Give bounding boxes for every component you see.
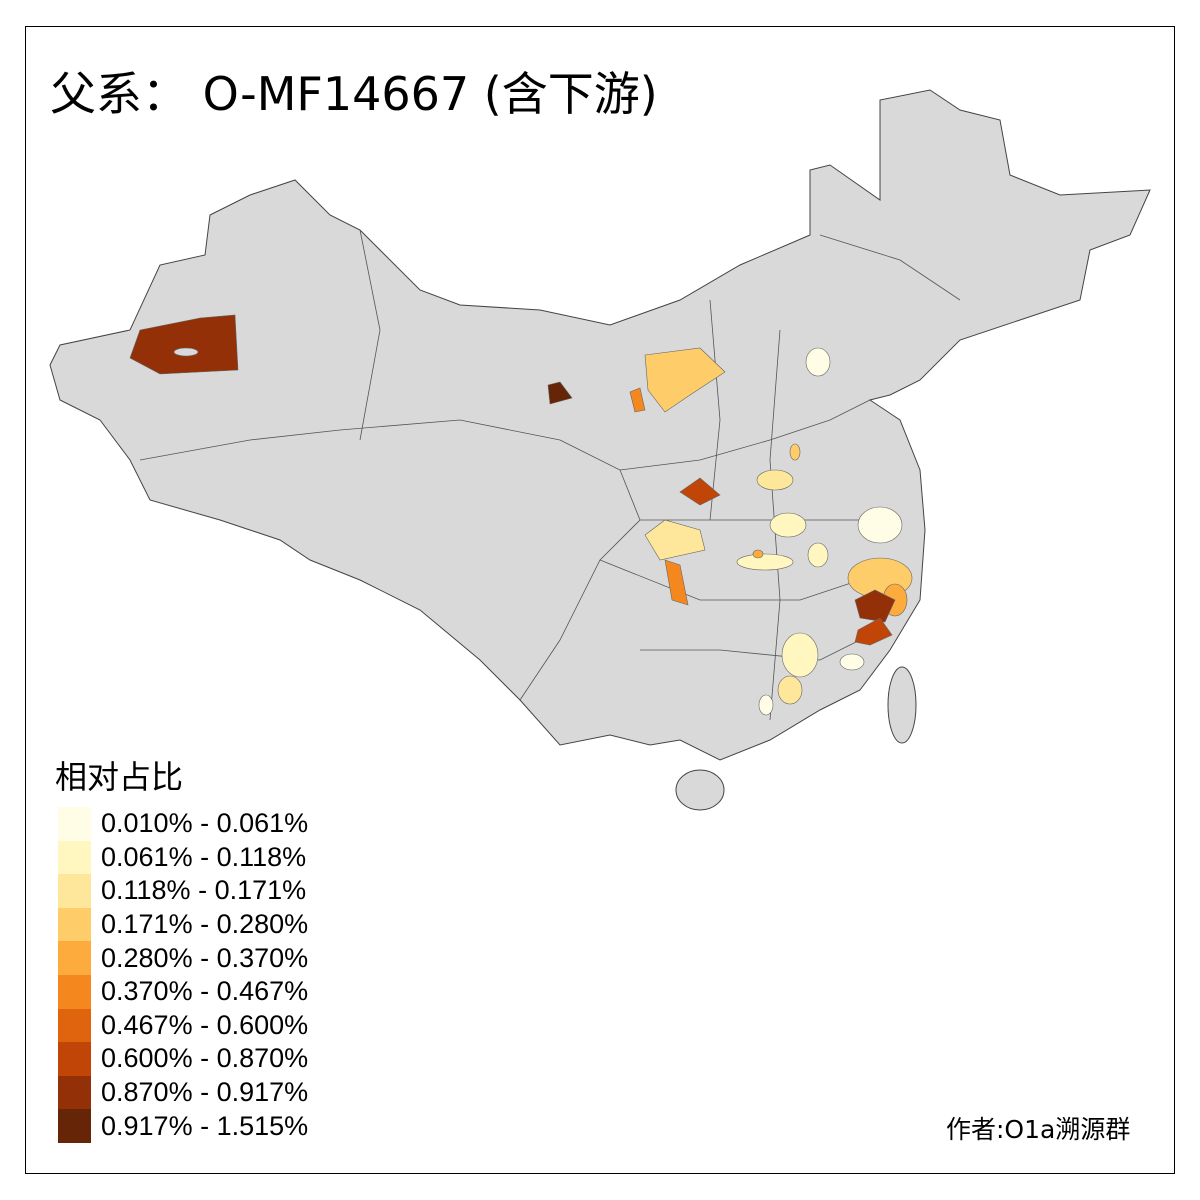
legend-item: 0.600% - 0.870% bbox=[58, 1042, 308, 1076]
legend-swatch bbox=[58, 974, 91, 1009]
legend-swatch bbox=[58, 874, 91, 908]
region-e bbox=[679, 477, 721, 506]
region-q bbox=[781, 632, 819, 678]
region-d bbox=[805, 347, 831, 377]
region-g bbox=[769, 512, 807, 538]
region-f2 bbox=[789, 443, 801, 461]
legend-item: 0.370% - 0.467% bbox=[58, 974, 309, 1009]
region-j2 bbox=[752, 549, 764, 559]
region-b bbox=[644, 347, 726, 413]
legend: 0.010% - 0.061% 0.061% - 0.118% 0.118% - 0… bbox=[58, 807, 308, 1143]
legend-item: 0.280% - 0.370% bbox=[58, 941, 308, 975]
region-l bbox=[857, 506, 903, 544]
legend-item: 0.467% - 0.600% bbox=[58, 1008, 309, 1043]
legend-item: 0.010% - 0.061% bbox=[58, 807, 308, 841]
region-k bbox=[807, 542, 829, 568]
legend-item: 0.870% - 0.917% bbox=[58, 1075, 309, 1110]
legend-swatch bbox=[58, 941, 91, 975]
legend-item: 0.917% - 1.515% bbox=[58, 1109, 308, 1143]
legend-label: 0.171% - 0.280% bbox=[101, 909, 309, 940]
legend-swatch bbox=[58, 1109, 91, 1143]
region-r bbox=[777, 675, 803, 705]
region-c bbox=[629, 387, 646, 413]
region-o bbox=[854, 589, 896, 623]
legend-label: 0.010% - 0.061% bbox=[101, 808, 309, 839]
legend-label: 0.870% - 0.917% bbox=[101, 1077, 309, 1108]
province-borders bbox=[139, 229, 961, 721]
region-f bbox=[756, 469, 794, 491]
legend-label: 0.370% - 0.467% bbox=[101, 976, 309, 1007]
map-frame bbox=[25, 26, 1175, 1174]
region-h bbox=[644, 519, 706, 561]
legend-swatch bbox=[58, 807, 91, 841]
legend-label: 0.600% - 0.870% bbox=[101, 1043, 309, 1074]
region-p bbox=[854, 617, 893, 646]
hainan-island bbox=[675, 769, 725, 811]
legend-label: 0.280% - 0.370% bbox=[101, 942, 309, 973]
region-i bbox=[664, 559, 689, 606]
author-credit: 作者:O1a溯源群 bbox=[946, 1115, 1131, 1144]
legend-title: 相对占比 bbox=[55, 758, 184, 796]
legend-swatch bbox=[58, 907, 91, 942]
legend-item: 0.171% - 0.280% bbox=[58, 907, 309, 942]
legend-swatch bbox=[58, 1008, 91, 1043]
legend-label: 0.917% - 1.515% bbox=[101, 1110, 309, 1141]
region-fills bbox=[129, 314, 913, 716]
legend-label: 0.118% - 0.171% bbox=[101, 875, 307, 906]
region-t bbox=[758, 694, 774, 716]
region-s bbox=[839, 653, 865, 671]
map-title: 父系： O-MF14667 (含下游) bbox=[50, 67, 658, 121]
legend-item: 0.061% - 0.118% bbox=[58, 840, 308, 875]
legend-label: 0.061% - 0.118% bbox=[101, 841, 307, 872]
taiwan-island bbox=[887, 666, 917, 744]
legend-swatch bbox=[58, 1042, 91, 1076]
region-xinjiang-hole bbox=[173, 347, 199, 357]
china-mainland bbox=[49, 89, 1151, 761]
legend-swatch bbox=[58, 1075, 91, 1110]
region-xinjiang-west bbox=[129, 314, 239, 375]
legend-swatch bbox=[58, 840, 91, 875]
legend-item: 0.118% - 0.171% bbox=[58, 874, 308, 908]
region-a bbox=[547, 381, 573, 405]
legend-label: 0.467% - 0.600% bbox=[101, 1009, 309, 1040]
region-j bbox=[736, 553, 794, 571]
